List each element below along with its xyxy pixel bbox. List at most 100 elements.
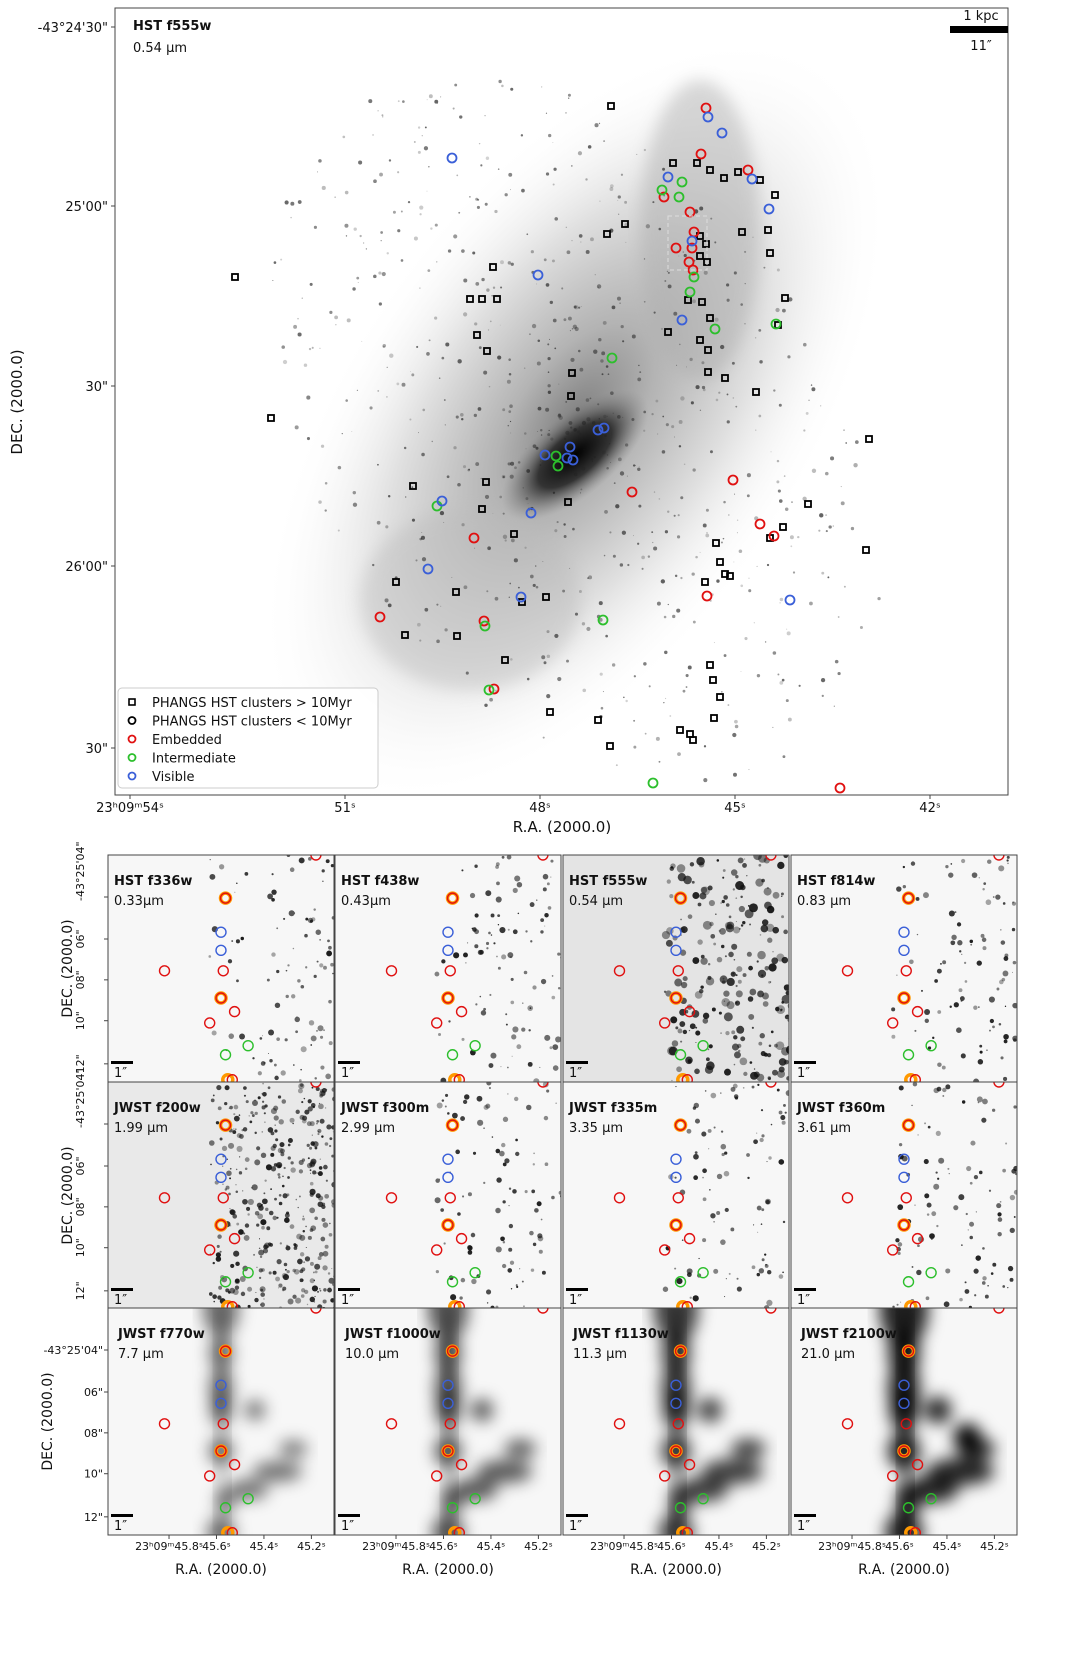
source	[445, 1093, 449, 1097]
source	[1022, 1291, 1024, 1293]
speckle	[819, 513, 824, 518]
source	[736, 1286, 742, 1292]
source	[229, 1177, 232, 1180]
source	[324, 1244, 329, 1249]
source	[332, 972, 334, 975]
speckle	[558, 415, 563, 420]
source	[505, 1023, 508, 1026]
speckle	[281, 345, 285, 349]
source	[723, 1012, 733, 1022]
source	[736, 1277, 739, 1280]
source	[323, 1029, 325, 1032]
scale-label: 1″	[341, 1066, 354, 1081]
speckle	[633, 675, 637, 678]
cluster-ring	[900, 1192, 912, 1204]
speckle	[598, 617, 603, 622]
source	[1001, 977, 1006, 982]
source	[309, 1261, 314, 1266]
cluster-old	[721, 570, 729, 578]
x-tick-label: 23ʰ09ᵐ45.8ˢ	[362, 1540, 430, 1553]
cluster-ring	[203, 1244, 216, 1256]
x-tick-label: 45.2ˢ	[297, 1540, 326, 1553]
source	[782, 1220, 786, 1224]
cluster-old	[401, 631, 409, 639]
source	[891, 1007, 896, 1012]
speckle	[779, 602, 781, 604]
panel-wavelength: 0.54 μm	[133, 41, 187, 56]
source	[691, 880, 695, 884]
cluster-old	[720, 174, 728, 182]
source	[772, 926, 780, 934]
cluster-ring	[662, 171, 674, 183]
speckle	[502, 475, 505, 479]
source	[310, 1035, 317, 1042]
source	[978, 877, 980, 879]
speckle	[643, 148, 647, 152]
source	[304, 933, 308, 938]
source	[929, 1233, 935, 1239]
speckle	[368, 99, 373, 104]
cluster-ring	[909, 1301, 921, 1309]
cluster-ring	[455, 1232, 468, 1245]
source	[215, 1252, 221, 1258]
speckle	[776, 459, 780, 463]
speckle	[763, 266, 766, 269]
speckle	[319, 347, 321, 349]
x-tick-label: 45.4ˢ	[705, 1540, 734, 1553]
cutout-image	[563, 1082, 789, 1309]
blob	[926, 1457, 995, 1486]
speckle	[462, 465, 467, 469]
x-axis-label: R.A. (2000.0)	[630, 1562, 722, 1578]
speckle	[619, 302, 621, 304]
source	[992, 896, 995, 898]
source	[232, 1289, 239, 1295]
speckle	[825, 514, 828, 517]
y-axis-label: DEC. (2000.0)	[8, 349, 26, 454]
cluster-ring	[215, 1219, 227, 1231]
source	[292, 1268, 297, 1273]
source	[286, 1193, 290, 1197]
source	[768, 980, 771, 984]
panel-filter: JWST f1130w	[572, 1327, 669, 1342]
speckle	[601, 373, 604, 376]
speckle	[396, 382, 400, 386]
source	[988, 996, 995, 1003]
speckle	[351, 431, 353, 433]
cluster-ring	[887, 1244, 899, 1256]
cluster-old	[452, 588, 460, 596]
source	[988, 1189, 992, 1192]
speckle	[877, 596, 881, 601]
scale-label: 1″	[797, 1293, 810, 1308]
speckle	[402, 100, 405, 103]
source	[979, 1050, 983, 1054]
speckle	[775, 307, 780, 313]
source	[723, 1170, 730, 1177]
speckle	[788, 297, 793, 302]
source	[529, 902, 535, 908]
cluster-old	[542, 593, 550, 601]
source	[734, 1096, 739, 1100]
source	[1025, 932, 1026, 933]
source	[720, 902, 722, 904]
speckle	[748, 577, 750, 579]
source	[772, 891, 780, 899]
source	[515, 1151, 520, 1157]
source	[964, 1289, 970, 1294]
source	[259, 1037, 263, 1040]
speckle	[786, 628, 788, 630]
speckle	[547, 357, 551, 361]
source	[229, 1209, 235, 1215]
source	[959, 1297, 963, 1302]
speckle	[565, 111, 567, 114]
source	[496, 881, 500, 886]
source	[911, 1104, 913, 1107]
source	[262, 1035, 264, 1037]
panel-wavelength: 1.99 μm	[114, 1121, 168, 1136]
source	[440, 1077, 447, 1082]
source	[995, 894, 1001, 900]
source	[505, 1013, 508, 1016]
source	[261, 1105, 266, 1110]
source	[293, 1064, 295, 1066]
source	[516, 881, 523, 888]
speckle	[585, 249, 590, 254]
